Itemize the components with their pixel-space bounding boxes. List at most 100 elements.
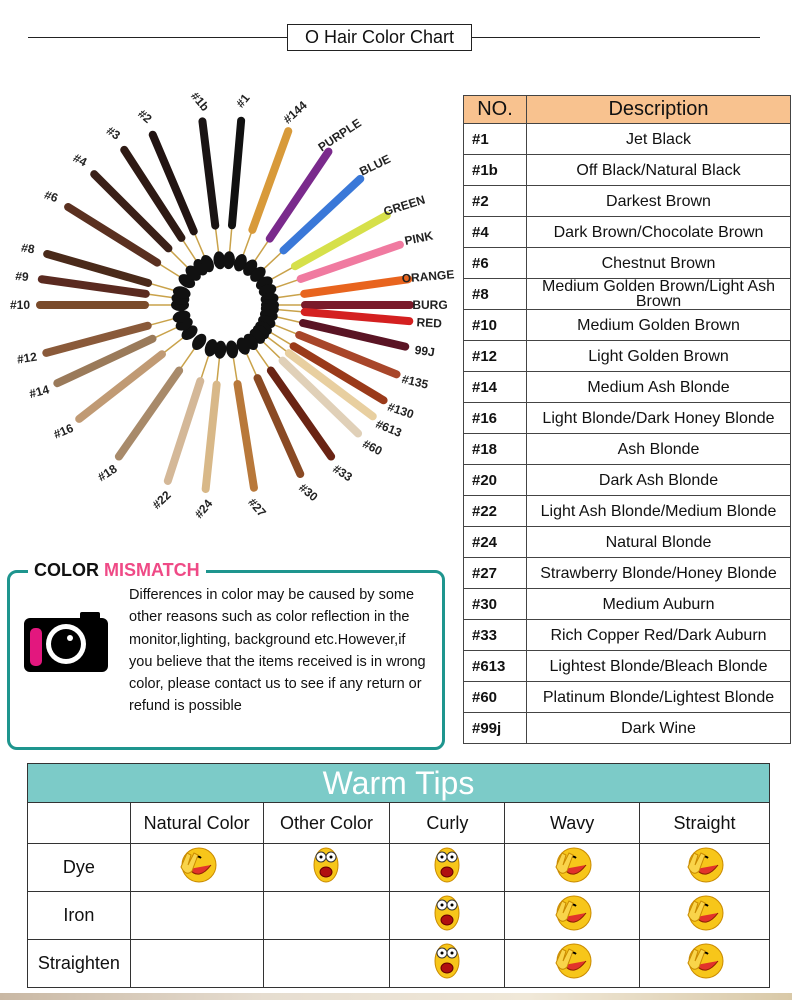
color-number: #613 [463, 650, 527, 682]
strand-label: #10 [10, 298, 30, 312]
color-description: Rich Copper Red/Dark Auburn [526, 619, 791, 651]
color-number: #24 [463, 526, 527, 558]
strand-hair [300, 307, 414, 326]
strand-hair [198, 117, 220, 230]
hair-strand: 99J [259, 308, 436, 360]
color-number: #60 [463, 681, 527, 713]
color-description: Natural Blonde [526, 526, 791, 558]
strand-hair [265, 147, 333, 243]
tips-cell [638, 843, 771, 892]
strand-label: #613 [374, 417, 404, 440]
color-description: Dark Ash Blonde [526, 464, 791, 496]
table-row: #20 Dark Ash Blonde [463, 464, 791, 496]
table-row: #10 Medium Golden Brown [463, 309, 791, 341]
hair-strand: #24 [192, 340, 227, 521]
color-number: #27 [463, 557, 527, 589]
strand-hair [90, 170, 173, 253]
tips-cell [638, 939, 771, 988]
tips-cell [129, 843, 264, 892]
ring-bead [172, 286, 191, 299]
camera-icon [24, 612, 108, 672]
strand-label: #18 [95, 461, 120, 484]
color-description: Strawberry Blonde/Honey Blonde [526, 557, 791, 589]
column-header: Straight [638, 802, 771, 844]
color-description: Medium Ash Blonde [526, 371, 791, 403]
ring-bead [204, 339, 218, 357]
table-header-row: NO. Description [463, 95, 791, 124]
strand-label: #1 [233, 91, 252, 110]
strand-hair [233, 380, 258, 492]
hair-strand: #1b [188, 89, 226, 270]
tips-cell [262, 891, 391, 940]
strand-hair [295, 330, 401, 379]
color-description: Medium Golden Brown/Light Ash Brown [526, 278, 791, 310]
strand-hair [163, 377, 205, 485]
color-description: Medium Auburn [526, 588, 791, 620]
strand-hair [37, 275, 150, 298]
ring-bead [222, 251, 235, 270]
color-description: Light Blonde/Dark Honey Blonde [526, 402, 791, 434]
strand-label: #12 [16, 350, 38, 367]
table-row: #4 Dark Brown/Chocolate Brown [463, 216, 791, 248]
color-description: Light Ash Blonde/Medium Blonde [526, 495, 791, 527]
color-mismatch-box [7, 570, 445, 750]
empty-corner-cell [27, 802, 131, 844]
color-number: #14 [463, 371, 527, 403]
table-row: #1 Jet Black [463, 123, 791, 155]
title-part-1: COLOR [34, 560, 99, 580]
color-number: #30 [463, 588, 527, 620]
row-label: Straighten [27, 939, 131, 988]
strand-hair [300, 275, 413, 298]
title-part-2: MISMATCH [104, 560, 200, 580]
hair-strand: #27 [225, 340, 269, 520]
table-row: #30 Medium Auburn [463, 588, 791, 620]
strand-label: #22 [150, 488, 174, 512]
tips-cell [129, 891, 264, 940]
strand-label: #14 [28, 382, 51, 401]
table-row: #27 Strawberry Blonde/Honey Blonde [463, 557, 791, 589]
shocked-emoji-icon [434, 943, 460, 979]
strand-label: RED [416, 315, 442, 330]
strand-label: BLUE [357, 152, 393, 179]
color-number: #12 [463, 340, 527, 372]
tips-cell [504, 891, 640, 940]
page-title: O Hair Color Chart [287, 24, 472, 51]
strand-label: 99J [414, 343, 436, 360]
table-row: #22 Light Ash Blonde/Medium Blonde [463, 495, 791, 527]
table-row: #16 Light Blonde/Dark Honey Blonde [463, 402, 791, 434]
tips-cell [262, 843, 391, 892]
color-number: #8 [463, 278, 527, 310]
color-description: Light Golden Brown [526, 340, 791, 372]
strand-hair [289, 342, 388, 405]
strand-hair [284, 349, 377, 421]
table-row: #6 Chestnut Brown [463, 247, 791, 279]
happy-emoji-icon [180, 847, 217, 883]
strand-label: #16 [52, 421, 76, 442]
hair-strand: #4 [71, 151, 201, 281]
color-number: #6 [463, 247, 527, 279]
table-row: #24 Natural Blonde [463, 526, 791, 558]
table-row: #613 Lightest Blonde/Bleach Blonde [463, 650, 791, 682]
color-description: Medium Golden Brown [526, 309, 791, 341]
color-mismatch-title: COLOR MISMATCH [28, 560, 206, 581]
warm-tips-title: Warm Tips [27, 763, 770, 803]
strand-hair [248, 127, 293, 234]
tips-cell [638, 891, 771, 940]
column-header: Wavy [504, 802, 640, 844]
color-number: #4 [463, 216, 527, 248]
strand-label: #60 [360, 437, 384, 459]
strand-label: GREEN [382, 193, 427, 219]
tips-row: Straighten [27, 939, 771, 988]
hair-strand: #8 [20, 240, 191, 299]
color-number: #20 [463, 464, 527, 496]
hair-strand: BLUE [250, 152, 393, 282]
strand-label: #9 [15, 269, 30, 284]
strand-label: PINK [403, 228, 434, 247]
hair-strand: #14 [28, 317, 193, 401]
happy-emoji-icon [687, 895, 724, 931]
color-description: Dark Brown/Chocolate Brown [526, 216, 791, 248]
happy-emoji-icon [687, 943, 724, 979]
shocked-emoji-icon [434, 847, 460, 883]
